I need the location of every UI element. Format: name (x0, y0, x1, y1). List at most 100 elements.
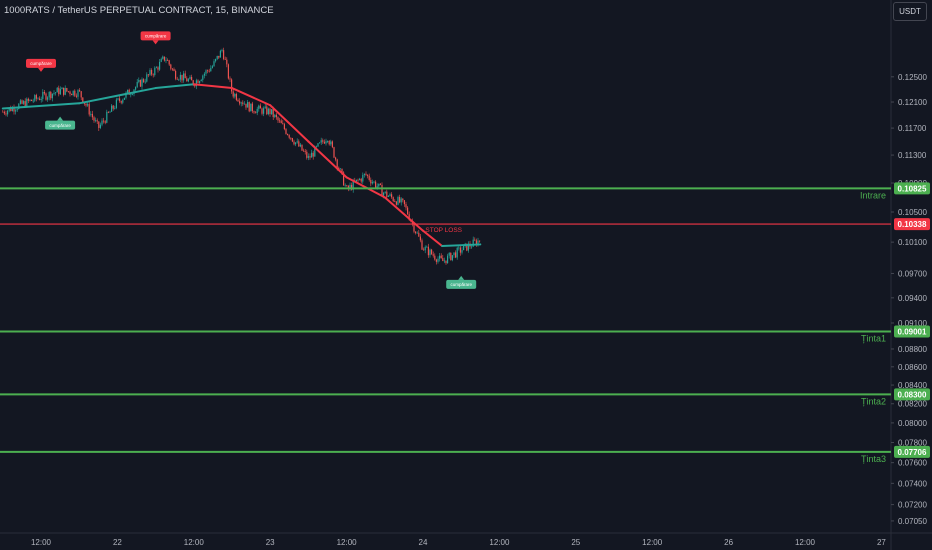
price-tick-label: 0.08600 (898, 363, 927, 372)
candle-body (387, 195, 389, 197)
candle-body (11, 107, 13, 112)
sell-signal-label[interactable] (26, 58, 56, 68)
candle-body (352, 180, 354, 190)
candle-body (432, 254, 434, 256)
candle-body (123, 97, 125, 100)
candle-body (445, 260, 447, 264)
candle-body (115, 99, 117, 109)
candle-body (250, 103, 252, 112)
candle-body (45, 93, 47, 100)
candle-body (424, 246, 426, 251)
sell-signal-label[interactable] (140, 31, 171, 41)
candle-body (90, 113, 92, 115)
candle-body (47, 97, 49, 100)
candle-body (319, 142, 321, 144)
candle-body (213, 61, 215, 67)
candle-body (323, 141, 325, 144)
candle-body (168, 60, 170, 65)
candle-body (307, 156, 309, 158)
candle-body (296, 141, 298, 143)
candle-body (245, 103, 247, 108)
candle-body (143, 79, 145, 82)
candle-body (101, 120, 103, 125)
candle-body (475, 240, 477, 246)
moving-average-segment (441, 243, 482, 247)
candle-body (317, 143, 319, 147)
candle-body (207, 70, 209, 72)
candle-body (455, 252, 457, 258)
candle-body (322, 140, 324, 142)
candle-body (151, 69, 153, 75)
candle-body (435, 259, 437, 262)
candle-body (176, 78, 178, 80)
candle-body (231, 79, 233, 92)
candle-body (471, 246, 473, 248)
candle-body (120, 100, 122, 103)
candle-body (450, 252, 452, 261)
price-tick-label: 0.07400 (898, 479, 927, 488)
buy-signal-label[interactable] (45, 120, 76, 130)
candle-body (186, 78, 188, 82)
candle-body (407, 207, 409, 215)
moving-average-segment (78, 87, 157, 105)
moving-average-segment (154, 83, 195, 90)
buy-signal-label[interactable] (446, 279, 477, 289)
candle-body (194, 85, 196, 87)
time-tick-label: 12:00 (184, 538, 205, 547)
candle-body (184, 73, 186, 79)
candle-body (389, 194, 391, 196)
candle-body (128, 89, 130, 95)
candle-body (13, 107, 15, 112)
candle-body (379, 183, 381, 185)
candle-body (360, 178, 362, 182)
candle-body (109, 111, 111, 113)
candle-body (429, 249, 431, 256)
level-price-badge (894, 218, 930, 231)
candle-body (183, 73, 185, 81)
candle-body (39, 98, 41, 100)
candle-body (74, 90, 76, 96)
candle-body (463, 245, 465, 251)
time-tick-label: 23 (266, 538, 275, 547)
candle-body (266, 106, 268, 115)
candle-body (386, 191, 388, 197)
candle-body (368, 175, 370, 180)
candle-body (119, 98, 121, 101)
candle-body (178, 79, 180, 81)
candle-body (339, 168, 341, 170)
currency-unit-button[interactable]: USDT (893, 2, 927, 21)
time-tick-label: 12:00 (642, 538, 663, 547)
level-price-label: 0.07706 (898, 448, 927, 457)
candle-body (77, 90, 79, 97)
candle-body (373, 181, 375, 183)
candle-body (256, 108, 258, 114)
candle-body (357, 179, 359, 181)
candle-body (405, 204, 407, 208)
candle-body (16, 108, 18, 111)
time-tick-label: 22 (113, 538, 122, 547)
candle-body (440, 255, 442, 259)
level-name: Ținta1 (861, 333, 886, 343)
candle-body (383, 192, 385, 196)
candle-body (347, 186, 349, 189)
candle-body (31, 99, 33, 101)
candle-body (285, 129, 287, 134)
candle-body (93, 117, 95, 121)
candle-body (146, 74, 148, 82)
candle-body (48, 91, 50, 98)
candle-body (259, 105, 261, 109)
candle-body (167, 60, 169, 61)
price-tick-label: 0.09700 (898, 269, 927, 278)
candle-body (125, 92, 127, 98)
candle-body (21, 100, 23, 104)
candle-body (248, 102, 250, 112)
candle-body (293, 141, 295, 145)
signal-text: cumpărare (145, 34, 167, 39)
candle-body (64, 88, 66, 95)
level-price-label: 0.10338 (898, 220, 927, 229)
candle-body (283, 124, 285, 130)
candle-body (479, 240, 481, 242)
candle-body (24, 101, 26, 107)
candle-body (107, 111, 109, 113)
